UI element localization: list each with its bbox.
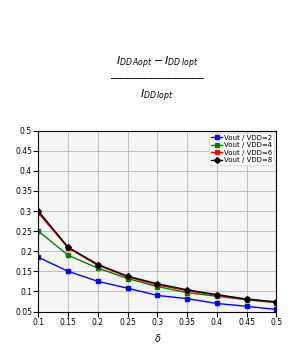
Line: Vout / VDD=6: Vout / VDD=6 xyxy=(36,211,278,304)
Vout / VDD=4 xyxy=(37,229,40,233)
Vout / VDD=2 xyxy=(215,301,219,306)
Vout / VDD=4 xyxy=(126,276,130,281)
Vout / VDD=2 xyxy=(185,296,189,301)
Vout / VDD=2 xyxy=(126,286,130,290)
Vout / VDD=4 xyxy=(215,294,219,298)
Vout / VDD=8 xyxy=(274,300,278,304)
Vout / VDD=2 xyxy=(37,255,40,259)
Vout / VDD=6 xyxy=(245,298,248,302)
Vout / VDD=2 xyxy=(66,269,70,273)
Text: $I_{DD\,Aopt} - I_{DD\,Iopt}$: $I_{DD\,Aopt} - I_{DD\,Iopt}$ xyxy=(116,54,199,71)
Vout / VDD=8 xyxy=(66,245,70,249)
Legend: Vout / VDD=2, Vout / VDD=4, Vout / VDD=6, Vout / VDD=8: Vout / VDD=2, Vout / VDD=4, Vout / VDD=6… xyxy=(209,133,274,166)
Vout / VDD=2 xyxy=(96,279,100,284)
Vout / VDD=6 xyxy=(274,300,278,304)
Vout / VDD=6 xyxy=(96,263,100,267)
Vout / VDD=8 xyxy=(215,293,219,297)
Vout / VDD=8 xyxy=(126,274,130,278)
Vout / VDD=8 xyxy=(37,209,40,213)
Vout / VDD=2 xyxy=(155,293,159,298)
X-axis label: $\delta$: $\delta$ xyxy=(154,332,161,344)
Vout / VDD=2 xyxy=(245,304,248,308)
Line: Vout / VDD=4: Vout / VDD=4 xyxy=(36,229,278,305)
Vout / VDD=8 xyxy=(96,262,100,267)
Vout / VDD=2 xyxy=(274,307,278,312)
Vout / VDD=4 xyxy=(155,285,159,289)
Vout / VDD=4 xyxy=(96,266,100,270)
Vout / VDD=6 xyxy=(185,288,189,293)
Text: $I_{DD\,Iopt}$: $I_{DD\,Iopt}$ xyxy=(140,87,174,104)
Vout / VDD=6 xyxy=(66,246,70,250)
Vout / VDD=4 xyxy=(66,253,70,257)
Line: Vout / VDD=2: Vout / VDD=2 xyxy=(36,255,278,312)
Vout / VDD=6 xyxy=(215,293,219,298)
Vout / VDD=4 xyxy=(245,298,248,302)
Vout / VDD=8 xyxy=(245,297,248,301)
Text: ────────────────: ──────────────── xyxy=(110,74,204,84)
Vout / VDD=4 xyxy=(185,290,189,295)
Vout / VDD=8 xyxy=(155,282,159,286)
Vout / VDD=6 xyxy=(155,283,159,287)
Vout / VDD=8 xyxy=(185,288,189,292)
Line: Vout / VDD=8: Vout / VDD=8 xyxy=(36,209,278,304)
Vout / VDD=6 xyxy=(37,211,40,215)
Vout / VDD=6 xyxy=(126,275,130,279)
Vout / VDD=4 xyxy=(274,301,278,305)
